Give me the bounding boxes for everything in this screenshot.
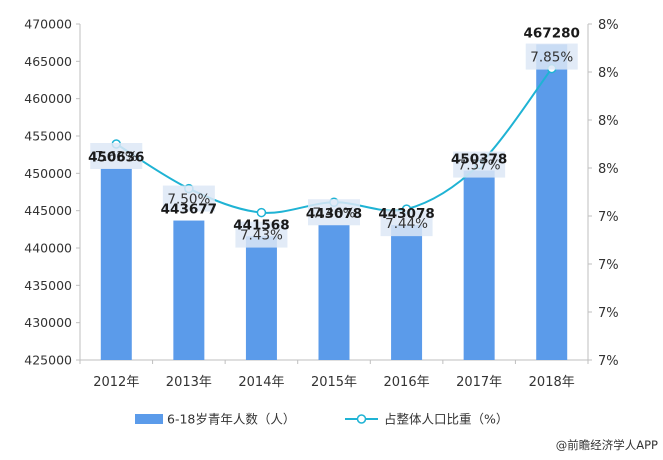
y-left-tick-label: 445000: [24, 203, 72, 218]
legend-bar-swatch: [135, 414, 163, 424]
percent-label: 7.63%: [95, 149, 138, 165]
bars-layer: [100, 44, 568, 361]
legend-bar-label: 6-18岁青年人数（人）: [167, 412, 295, 427]
y-right-tick-label: 8%: [598, 114, 619, 129]
x-tick-label: 2018年: [529, 375, 575, 390]
percent-label-bg: [380, 210, 433, 237]
axes-layer: 425000 430000 435000 440000 445000 450000 4550…: [24, 17, 618, 391]
bar-value-label: 467280: [524, 25, 580, 41]
percent-label-bg: [162, 185, 215, 212]
bar: [318, 225, 350, 360]
line-point: [256, 207, 267, 218]
legend-line-marker: [356, 414, 367, 424]
legend-line-label: 占整体人口比重（%）: [384, 412, 508, 427]
y-right-tick-label: 7%: [598, 258, 619, 273]
y-right-tick-label: 7%: [598, 306, 619, 321]
y-left-tick-label: 425000: [24, 353, 72, 368]
y-left-tick-label: 455000: [24, 129, 72, 144]
source-credit: @前瞻经济学人APP: [556, 438, 658, 452]
bar: [245, 236, 277, 360]
x-tick-label: 2017年: [456, 375, 502, 390]
percent-label: 7.85%: [530, 50, 573, 66]
y-left-tick-label: 450000: [24, 166, 72, 181]
x-tick-label: 2015年: [311, 375, 357, 390]
bar-value-label: 450378: [451, 152, 507, 168]
bar: [173, 220, 205, 360]
y-right-tick-label: 7%: [598, 210, 619, 225]
percent-label: 7.46%: [313, 205, 356, 221]
percent-label-bg: [90, 143, 143, 169]
y-left-tick-label: 460000: [24, 91, 72, 106]
bar: [463, 170, 495, 360]
y-right-tick-label: 8%: [598, 18, 619, 33]
x-tick-label: 2013年: [166, 375, 212, 390]
y-left-tick-label: 435000: [24, 278, 72, 293]
bar: [100, 168, 132, 360]
bar: [391, 225, 423, 360]
y-right-tick-label: 8%: [598, 162, 619, 177]
y-left-tick-label: 430000: [24, 315, 72, 330]
x-tick-label: 2014年: [238, 375, 284, 390]
percent-label: 7.43%: [240, 228, 283, 244]
bar-value-label: 450636: [88, 150, 144, 166]
y-left-tick-label: 470000: [24, 17, 72, 32]
bar-value-label: 443078: [378, 206, 434, 222]
y-left-tick-label: 465000: [24, 54, 72, 69]
bar-value-label: 443078: [306, 206, 362, 222]
percent-label-bg: [308, 199, 360, 226]
percent-label-bg: [453, 151, 506, 178]
percent-label: 7.57%: [458, 158, 501, 174]
y-right-tick-label: 7%: [598, 354, 619, 369]
percent-label-bg: [525, 43, 578, 70]
percent-label: 7.44%: [385, 216, 428, 232]
percent-label-bg: [235, 221, 288, 248]
legend: 6-18岁青年人数（人） 占整体人口比重（%）: [135, 412, 508, 427]
bar-value-label: 443677: [161, 202, 217, 218]
x-tick-label: 2016年: [384, 375, 430, 390]
x-tick-label: 2012年: [93, 375, 139, 390]
bar-value-label: 441568: [233, 217, 289, 233]
percent-label: 7.50%: [167, 192, 210, 208]
y-left-tick-label: 440000: [24, 241, 72, 256]
y-right-tick-label: 8%: [598, 66, 619, 81]
bar: [536, 44, 568, 361]
data-labels-layer: 7.63% 7.50% 7.43% 7.46% 7.44% 7.57% 7.85% 45063…: [88, 25, 580, 248]
